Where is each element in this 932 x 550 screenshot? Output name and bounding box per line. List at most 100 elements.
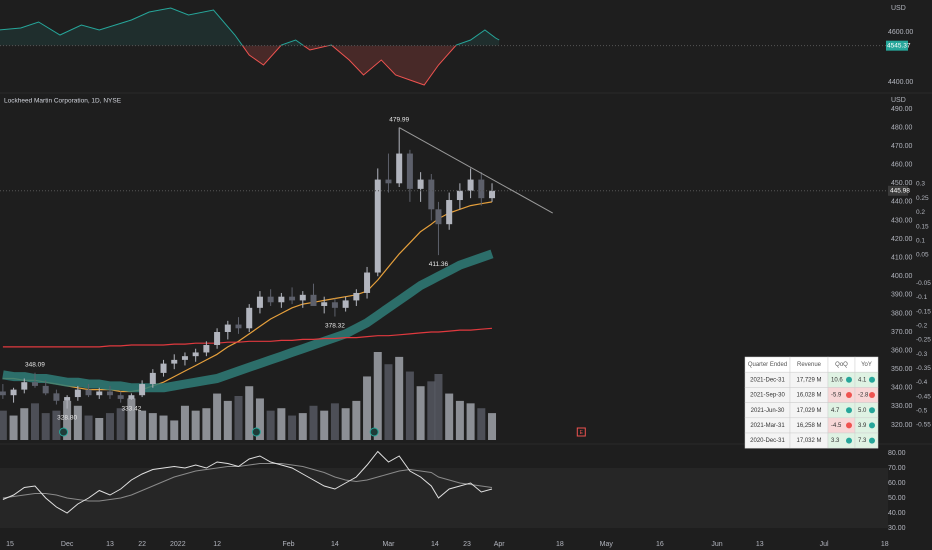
volume-bar	[245, 386, 254, 440]
volume-bar	[213, 393, 222, 440]
x-tick-label: Dec	[61, 541, 74, 548]
price-annotation: 411.36	[429, 261, 449, 268]
trend-dot	[869, 437, 875, 444]
moving-average	[2, 327, 493, 348]
y2-tick-label: -0.35	[916, 365, 931, 372]
x-tick-label: Feb	[282, 541, 294, 548]
candle-body	[85, 389, 92, 396]
last-price-tag	[888, 185, 908, 196]
candle-body	[117, 395, 124, 399]
trend-dot	[869, 392, 875, 398]
candle-body	[10, 389, 17, 396]
candle-body	[278, 296, 285, 303]
volume-bar	[180, 405, 189, 440]
volume-bar	[277, 408, 286, 440]
candle-body	[299, 294, 306, 301]
volume-bar	[223, 400, 232, 440]
trend-dot	[869, 407, 875, 414]
table-cell-text: -4.5	[831, 423, 842, 429]
moving-average	[2, 249, 494, 393]
table-header: QoQ	[835, 362, 848, 368]
trend-dot	[869, 422, 875, 429]
x-tick-label: Jun	[711, 541, 722, 548]
candle-body	[64, 397, 71, 401]
table-cell-text: 2021-Jun-30	[751, 408, 785, 414]
price-annotation: 378.32	[325, 322, 345, 329]
x-tick-label: 13	[106, 541, 114, 548]
trendline	[398, 127, 553, 214]
candle-body	[171, 359, 178, 364]
y-tick-label: 460.00	[891, 162, 913, 169]
y-tick-label: 430.00	[891, 217, 913, 224]
moving-average	[2, 201, 493, 393]
candle-body	[224, 324, 231, 333]
volume-bar	[266, 410, 275, 440]
volume-bar	[105, 413, 114, 440]
x-tick-label: 18	[556, 541, 564, 548]
candle-body	[74, 389, 81, 398]
candle-body	[246, 307, 253, 329]
candle-body	[267, 296, 274, 303]
dividend-marker	[251, 427, 261, 437]
candle-body	[139, 384, 146, 396]
table-header: Quarter Ended	[748, 362, 787, 368]
candle-body	[106, 391, 113, 396]
x-tick-label: Apr	[494, 541, 506, 548]
volume-bar	[434, 374, 443, 440]
y-tick-label: 480.00	[891, 124, 913, 131]
y-tick-label: 400.00	[891, 273, 913, 280]
rsi-tick-label: 60.00	[888, 480, 906, 487]
volume-bar	[148, 413, 157, 440]
table-cell-text: 16,258 M	[796, 423, 821, 429]
volume-bar	[384, 364, 393, 440]
x-tick-label: 13	[756, 541, 764, 548]
candle-body	[374, 179, 381, 273]
volume-bar	[73, 405, 82, 440]
table-cell-text: 17,029 M	[796, 408, 821, 414]
compare-area-down	[242, 45, 456, 85]
rsi-tick-label: 50.00	[888, 495, 906, 502]
compare-baseline-label: 4545.37	[887, 42, 911, 49]
y2-tick-label: -0.55	[916, 422, 931, 429]
volume-bar	[477, 408, 486, 440]
x-tick-label: 2022	[170, 541, 186, 548]
candle-body	[42, 385, 49, 394]
compare-area-up	[0, 8, 500, 46]
trend-dot	[846, 407, 852, 414]
candle-body	[353, 292, 360, 301]
x-tick-label: May	[600, 541, 614, 548]
table-cell-text: 2021-Mar-31	[750, 423, 785, 429]
candle-body	[406, 153, 413, 189]
trend-dot	[869, 376, 875, 383]
compare-currency-label: USD	[891, 5, 906, 12]
x-tick-label: 14	[331, 541, 339, 548]
volume-bar	[202, 408, 211, 440]
price-annotation: 348.09	[25, 361, 45, 368]
table-cell-text: 3.9	[858, 423, 867, 429]
candle-body	[364, 272, 371, 293]
candle-body	[331, 302, 338, 308]
volume-bar	[52, 410, 61, 440]
table-cell-text: 4.1	[858, 377, 867, 383]
candle-body	[149, 372, 156, 385]
candle-body	[128, 395, 135, 399]
volume-bar	[341, 408, 350, 440]
rsi-tick-label: 70.00	[888, 465, 906, 472]
y-tick-label: 450.00	[891, 180, 913, 187]
volume-bar	[41, 413, 50, 440]
trend-dot	[846, 422, 852, 429]
x-tick-label: 23	[463, 541, 471, 548]
volume-bar	[363, 376, 372, 440]
y2-tick-label: -0.25	[916, 337, 931, 344]
table-cell-text: 7.3	[858, 438, 867, 444]
x-tick-label: 16	[656, 541, 664, 548]
y2-tick-label: 0.05	[916, 252, 929, 259]
y2-tick-label: -0.1	[916, 294, 928, 301]
table-header: Revenue	[797, 362, 822, 368]
volume-bar	[309, 405, 318, 440]
volume-bar	[95, 418, 104, 440]
table-cell-text: 5.0	[858, 408, 867, 414]
x-tick-label: 12	[213, 541, 221, 548]
